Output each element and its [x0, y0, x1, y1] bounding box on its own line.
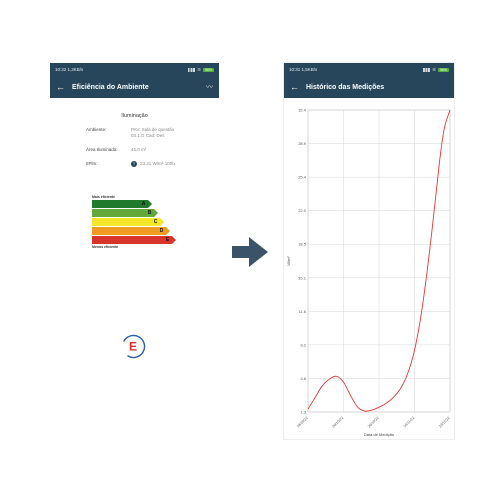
status-bar: 10:32 1,3KB/s ≋ 96%: [50, 63, 219, 76]
app-bar: ← Histórico das Medições: [284, 76, 454, 98]
y-tick-label: 18.5: [298, 242, 307, 247]
x-axis-label: Data de Medição: [364, 432, 395, 437]
y-tick-label: 32.4: [298, 108, 307, 113]
efficiency-letter: B: [145, 209, 158, 217]
efficiency-bar-a: A: [92, 200, 152, 208]
battery-icon: 96%: [437, 67, 449, 72]
wifi-icon: ≋: [197, 66, 201, 72]
trend-chart-icon[interactable]: 〰: [206, 84, 213, 91]
y-tick-label: 22.0: [298, 208, 307, 213]
signal-icon: [188, 67, 196, 72]
x-tick-label: 19/10/22: [296, 416, 309, 429]
transition-arrow-icon: [232, 237, 268, 267]
y-axis-label: W/m²: [286, 256, 291, 266]
x-tick-label: 20/10/22: [331, 416, 344, 429]
efficiency-letter: E: [163, 236, 176, 244]
history-line-chart: 32.4 28.9 25.4 22.0 18.5 15.1 11.6 8.2 4.8 1.319/…: [286, 108, 451, 438]
y-tick-label: 25.4: [298, 175, 307, 180]
field-area: Área Iluminada: 45.0 m²: [86, 147, 147, 152]
back-arrow-icon[interactable]: ←: [290, 82, 299, 92]
y-tick-label: 15.1: [298, 275, 307, 280]
help-icon[interactable]: ?: [131, 161, 137, 167]
efficiency-bar-c: C: [92, 218, 164, 226]
back-arrow-icon[interactable]: ←: [56, 82, 65, 92]
grade-ring-icon: [123, 334, 146, 359]
efficiency-letter: A: [139, 200, 152, 208]
y-tick-label: 1.3: [300, 410, 306, 415]
x-tick-label: 16/11/22: [403, 416, 416, 429]
status-time: 10:31 1,5KB/s: [289, 67, 318, 72]
efficiency-screen: 10:32 1,3KB/s ≋ 96% ← Eficiência do Ambi…: [50, 63, 219, 373]
status-icons: ≋ 96%: [423, 67, 449, 73]
y-tick-label: 8.2: [300, 342, 306, 347]
efficiency-letter: C: [151, 218, 164, 226]
y-tick-label: 4.8: [300, 376, 306, 381]
efficiency-bar-b: B: [92, 209, 158, 217]
y-tick-label: 11.6: [299, 309, 307, 314]
status-time: 10:32 1,3KB/s: [55, 67, 84, 72]
section-title: Iluminação: [121, 113, 148, 119]
series-line: [307, 109, 451, 412]
status-icons: ≋ 96%: [188, 67, 214, 73]
signal-icon: [423, 67, 431, 72]
field-iiplm: IIPlm: ? 23.31 W/m²·100lx: [86, 161, 176, 167]
page-title: Eficiência do Ambiente: [72, 83, 149, 91]
field-ambiente: Ambiente: PAV: Sala de questão 03.1.G Ca…: [86, 127, 175, 138]
history-screen: 10:31 1,5KB/s ≋ 96% ← Histórico das Medi…: [283, 62, 455, 440]
wifi-icon: ≋: [432, 66, 436, 72]
status-bar: 10:31 1,5KB/s ≋ 96%: [284, 63, 454, 76]
efficiency-bar-d: D: [92, 227, 170, 235]
page-title: Histórico das Medições: [306, 83, 385, 91]
grade-letter: E: [129, 340, 137, 354]
battery-icon: 96%: [202, 67, 214, 72]
app-bar: ← Eficiência do Ambiente 〰: [50, 76, 219, 98]
y-tick-label: 28.9: [298, 141, 307, 146]
efficiency-letter: D: [157, 227, 170, 235]
scale-bottom-caption: Menos eficiente: [92, 245, 119, 249]
x-tick-label: 20/10/22: [367, 416, 380, 429]
grade-badge: E: [123, 334, 146, 359]
efficiency-bar-e: E: [92, 236, 176, 244]
x-tick-label: 23/11/22: [438, 416, 451, 429]
scale-top-caption: Mais eficiente: [92, 195, 115, 199]
